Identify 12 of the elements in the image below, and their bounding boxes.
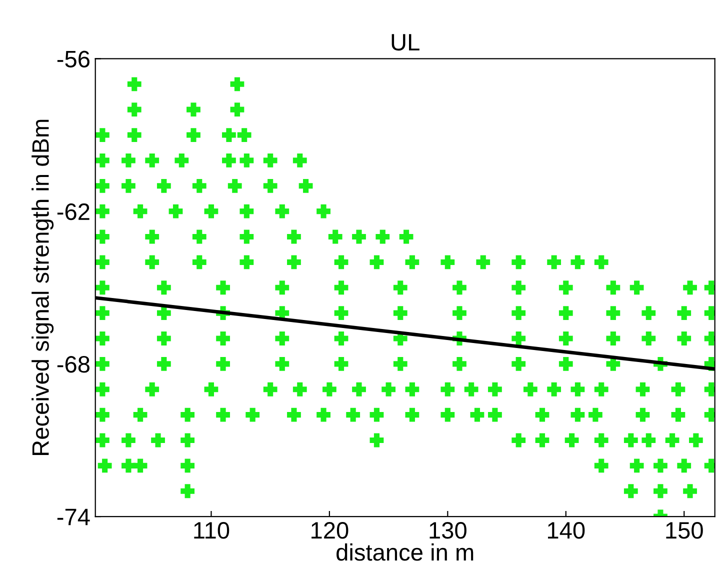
x-axis-title: distance in m [336, 543, 474, 561]
y-tick-label: -62 [57, 203, 90, 220]
x-tick-label: 130 [430, 522, 466, 539]
x-tick-label: 140 [548, 522, 585, 539]
y-tick-label: -74 [57, 508, 90, 526]
x-tick-label: 110 [194, 522, 230, 539]
y-tick-label: -68 [57, 356, 90, 373]
x-tick-label: 150 [666, 522, 703, 539]
y-axis-title: Received signal strength in dBm [32, 120, 54, 455]
chart-title: UL [392, 34, 420, 51]
y-tick-label: -56 [57, 50, 90, 68]
x-tick-label: 120 [312, 522, 348, 539]
